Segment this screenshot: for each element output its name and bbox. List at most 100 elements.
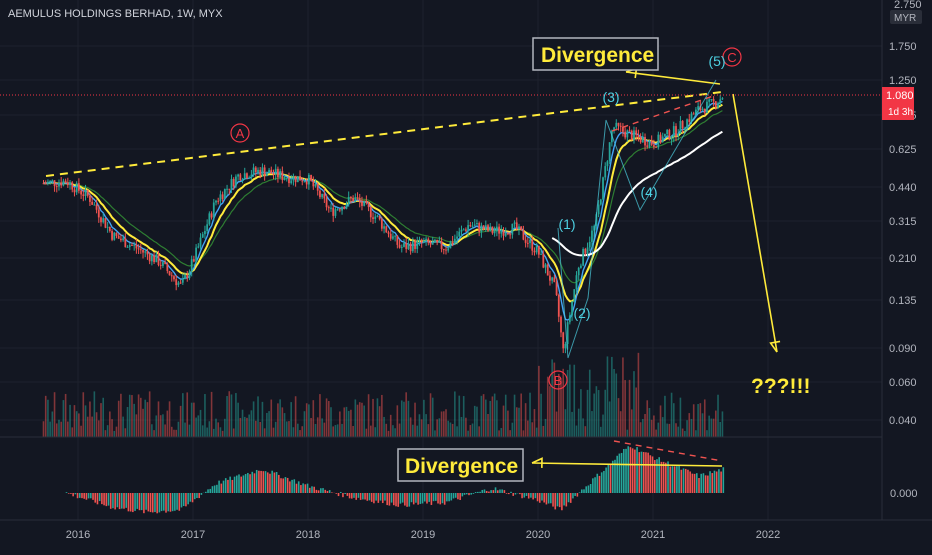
candle-body bbox=[268, 170, 270, 173]
symbol-title: AEMULUS HOLDINGS BERHAD, 1W, MYX bbox=[8, 8, 223, 20]
volume-bar bbox=[94, 391, 96, 437]
volume-bar bbox=[120, 394, 122, 437]
oscillator-bar bbox=[681, 470, 683, 493]
candle-body bbox=[520, 226, 522, 230]
volume-bar bbox=[392, 425, 394, 437]
candle-body bbox=[377, 216, 379, 217]
candle-body bbox=[332, 208, 334, 216]
wave-5-label: (5) bbox=[708, 53, 725, 69]
volume-bar bbox=[505, 395, 507, 437]
volume-bar bbox=[401, 400, 403, 437]
volume-bar bbox=[551, 359, 553, 437]
candle-body bbox=[193, 259, 195, 261]
candle-body bbox=[208, 213, 210, 224]
oscillator-bar bbox=[205, 492, 207, 493]
candle-body bbox=[478, 223, 480, 232]
oscillator-bar bbox=[650, 455, 652, 493]
candle-body bbox=[275, 169, 277, 175]
oscillator-bar bbox=[347, 493, 349, 496]
volume-bar bbox=[54, 392, 56, 437]
oscillator-bar bbox=[79, 493, 81, 498]
candle-body bbox=[43, 183, 45, 184]
price-tick-label: 0.625 bbox=[889, 144, 917, 156]
oscillator-bar bbox=[274, 473, 276, 493]
volume-bar bbox=[713, 419, 715, 437]
volume-bar bbox=[125, 428, 127, 437]
wave-4-label: (4) bbox=[640, 184, 657, 200]
volume-bar bbox=[240, 418, 242, 437]
volume-bar bbox=[67, 422, 69, 437]
volume-bar bbox=[368, 394, 370, 437]
volume-bar bbox=[587, 390, 589, 437]
candle-body bbox=[359, 198, 361, 202]
oscillator-bar bbox=[700, 474, 702, 493]
oscillator-bar bbox=[148, 493, 150, 511]
candle-body bbox=[222, 194, 224, 199]
volume-bar bbox=[538, 366, 540, 437]
oscillator-bar bbox=[265, 471, 267, 493]
volume-bar bbox=[436, 419, 438, 437]
volume-bar bbox=[478, 426, 480, 437]
oscillator-bar bbox=[260, 471, 262, 493]
volume-bar bbox=[328, 401, 330, 437]
candle-body bbox=[368, 203, 370, 207]
oscillator-bar bbox=[475, 492, 477, 493]
volume-bar bbox=[89, 402, 91, 437]
candle-body bbox=[151, 255, 153, 261]
oscillator-bar bbox=[539, 493, 541, 503]
volume-bar bbox=[649, 408, 651, 437]
volume-bar bbox=[116, 427, 118, 437]
oscillator-bar bbox=[163, 493, 165, 511]
candle-body bbox=[438, 241, 440, 242]
oscillator-bar bbox=[661, 462, 663, 493]
oscillator-bar bbox=[366, 493, 368, 501]
oscillator-bar bbox=[291, 480, 293, 493]
candle-body bbox=[74, 190, 76, 193]
volume-bar bbox=[220, 427, 222, 437]
oscillator-bar bbox=[384, 493, 386, 501]
oscillator-bar bbox=[218, 481, 220, 493]
volume-bar bbox=[695, 430, 697, 437]
volume-bar bbox=[186, 392, 188, 437]
oscillator-bar bbox=[645, 452, 647, 493]
candle-body bbox=[624, 132, 626, 138]
volume-bar bbox=[45, 396, 47, 437]
oscillator-bar bbox=[417, 493, 419, 505]
volume-bar bbox=[335, 425, 337, 437]
oscillator-bar bbox=[391, 493, 393, 503]
candle-body bbox=[385, 226, 387, 232]
candle-body bbox=[600, 199, 602, 204]
candle-body bbox=[315, 184, 317, 186]
candle-body bbox=[116, 233, 118, 236]
oscillator-bar bbox=[154, 493, 156, 512]
candle-body bbox=[47, 182, 49, 184]
volume-bar bbox=[299, 430, 301, 437]
oscillator-bar bbox=[408, 493, 410, 507]
candle-body bbox=[120, 239, 122, 240]
oscillator-bar bbox=[453, 493, 455, 498]
oscillator-bar bbox=[696, 473, 698, 493]
candle-body bbox=[677, 134, 679, 137]
oscillator-bar bbox=[433, 493, 435, 501]
oscillator-bar bbox=[371, 493, 373, 502]
oscillator-bar bbox=[238, 474, 240, 493]
volume-bar bbox=[454, 391, 456, 437]
oscillator-bar bbox=[174, 493, 176, 511]
oscillator-bar bbox=[389, 493, 391, 506]
candle-body bbox=[343, 207, 345, 209]
volume-bar bbox=[602, 415, 604, 437]
volume-bar bbox=[660, 405, 662, 437]
candle-body bbox=[49, 181, 51, 182]
volume-bar bbox=[476, 407, 478, 437]
candle-body bbox=[480, 225, 482, 231]
volume-bar bbox=[147, 402, 149, 437]
candle-body bbox=[505, 233, 507, 236]
oscillator-bar bbox=[320, 488, 322, 493]
volume-bar bbox=[237, 403, 239, 437]
volume-bar bbox=[277, 403, 279, 437]
volume-bar bbox=[242, 410, 244, 437]
volume-bar bbox=[144, 400, 146, 437]
oscillator-bar bbox=[271, 471, 273, 493]
oscillator-bar bbox=[243, 475, 245, 493]
